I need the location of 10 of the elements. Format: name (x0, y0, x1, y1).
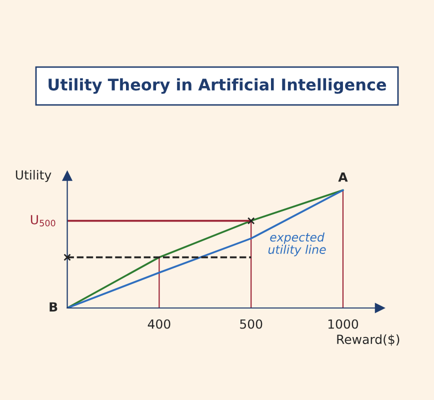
chart-title: Utility Theory in Artificial Intelligence (48, 78, 386, 94)
annotation: A (338, 172, 348, 182)
series-label: expected utility line (268, 232, 326, 256)
x-axis-title: Reward($) (337, 334, 400, 346)
x-tick-label: 400 (148, 319, 170, 329)
y-axis-title: Utility (16, 170, 52, 182)
x-tick-label: 500 (240, 319, 262, 329)
text: B (50, 302, 58, 312)
x-tick-label: 1000 (328, 319, 358, 329)
series-label: U$_{500}$ (30, 215, 56, 226)
